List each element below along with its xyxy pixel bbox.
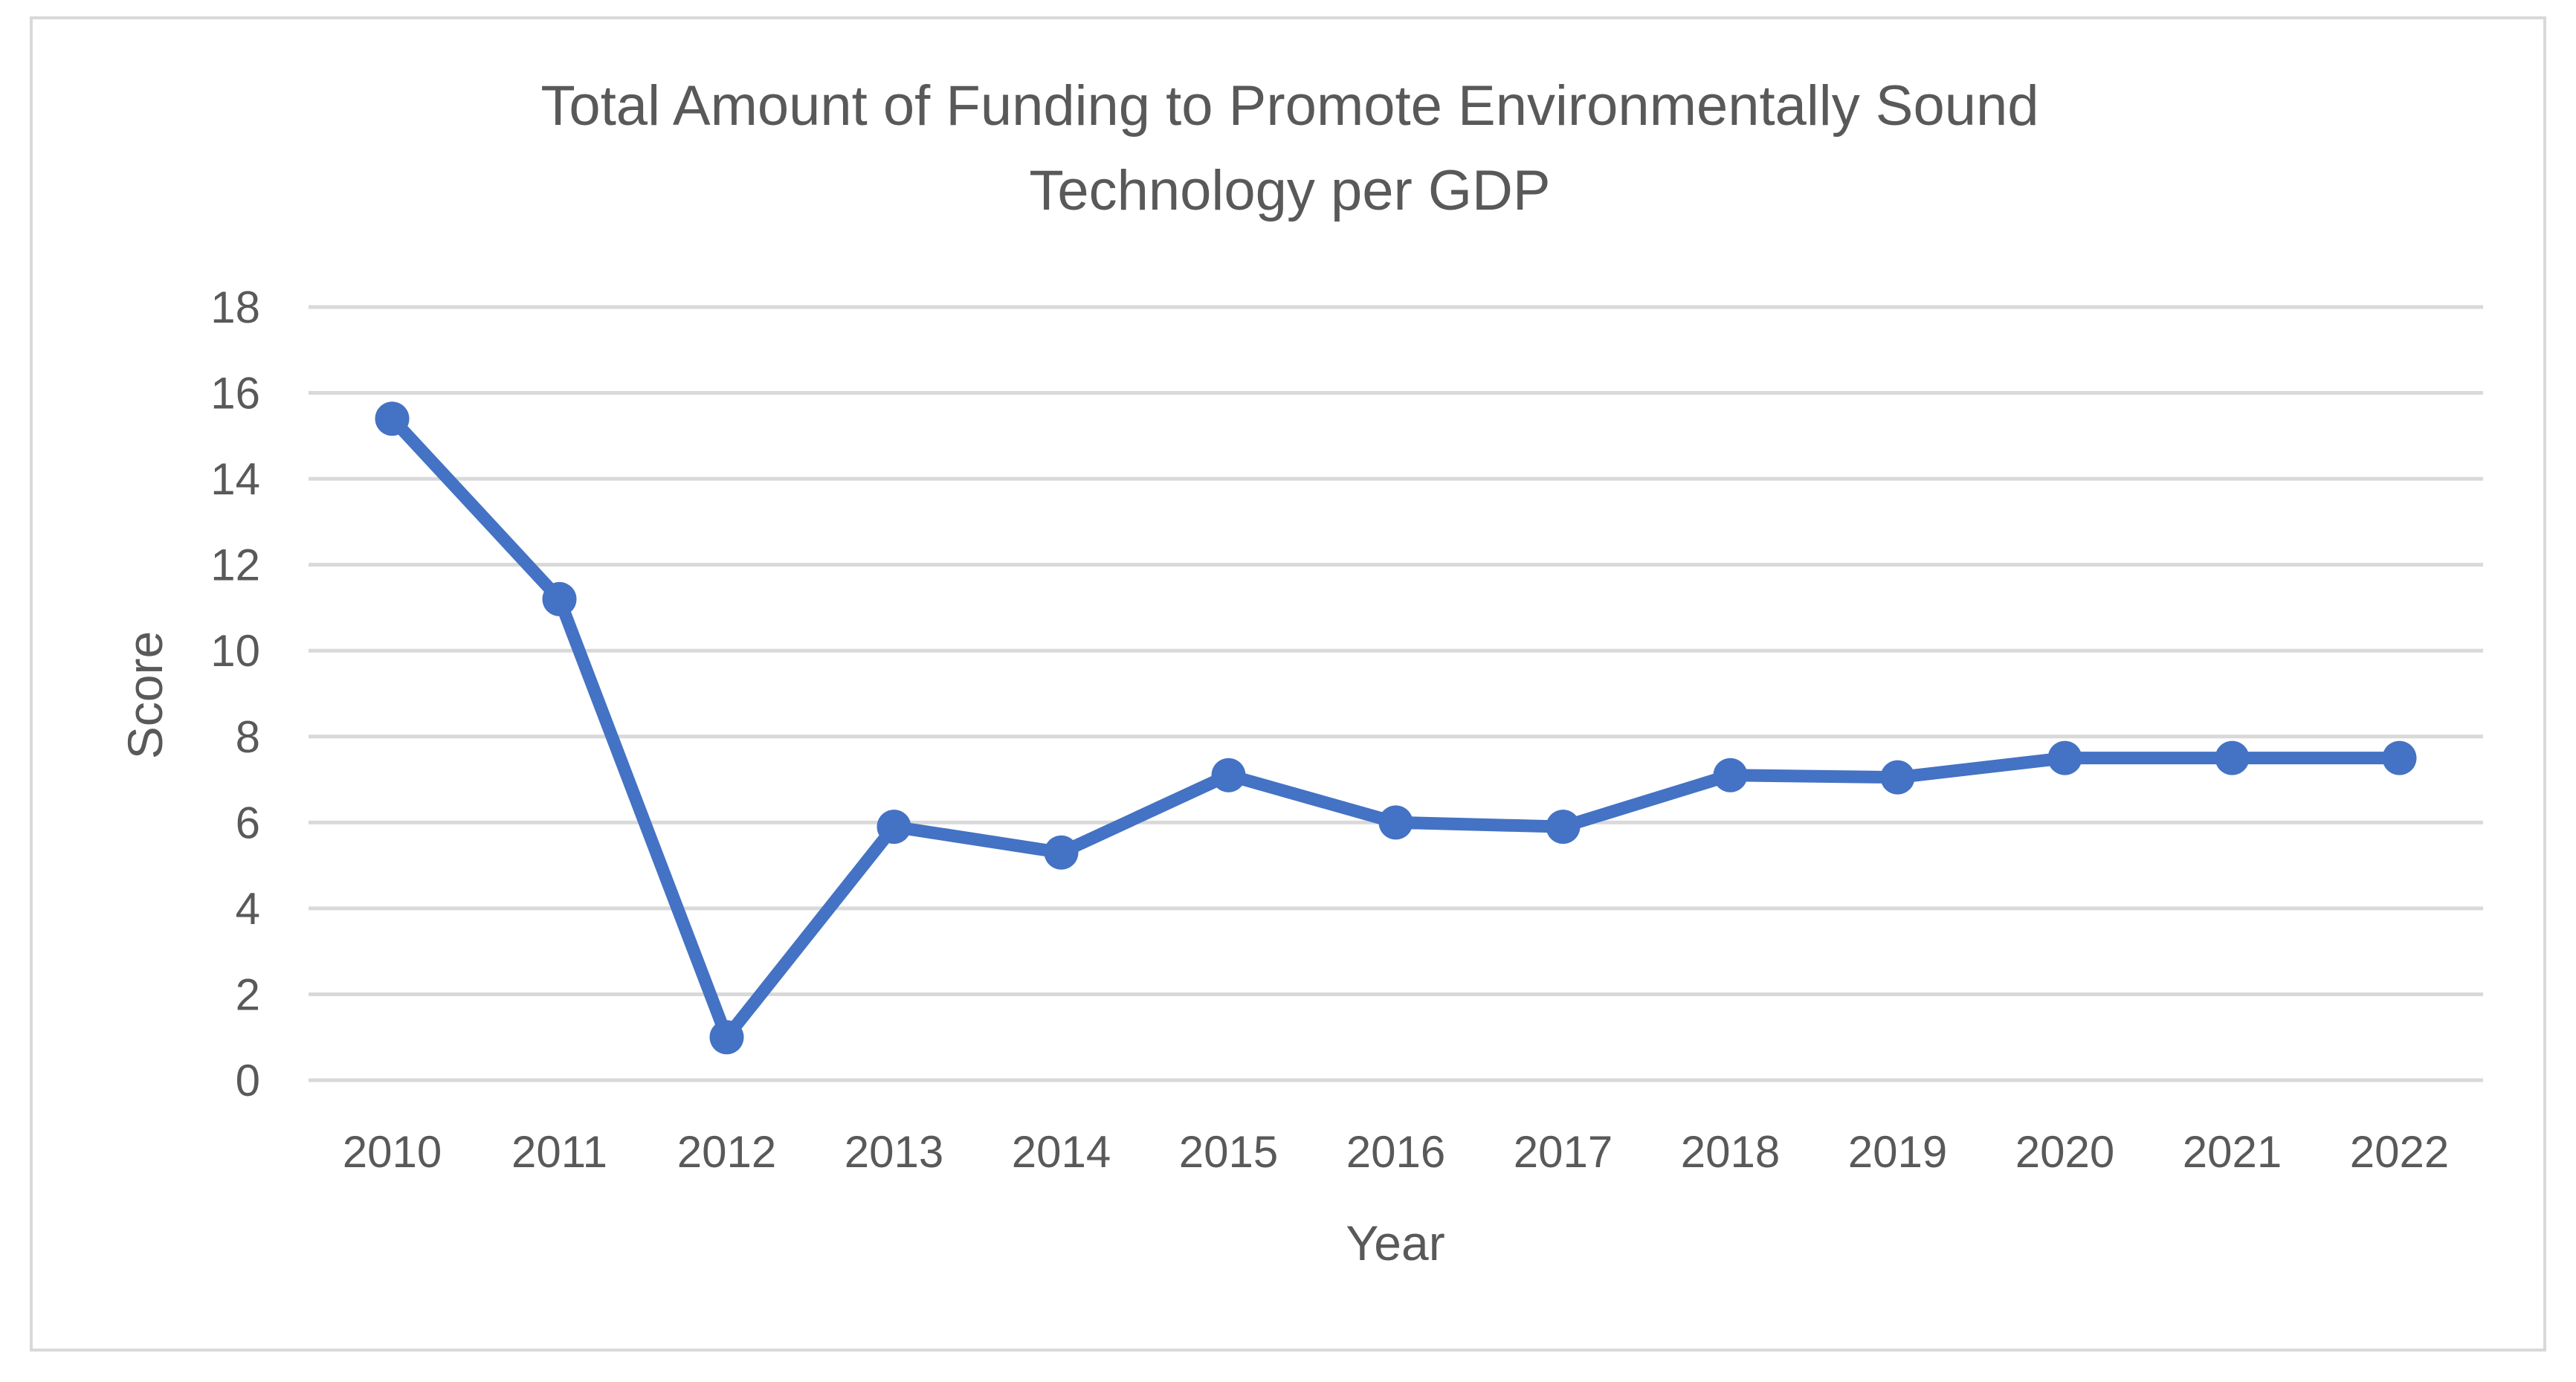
data-point: [877, 810, 911, 845]
y-tick-label: 10: [210, 626, 260, 676]
chart-frame: [30, 16, 2546, 1352]
x-tick-label: 2014: [1012, 1127, 1111, 1177]
x-tick-label: 2015: [1179, 1127, 1278, 1177]
series-line: [386, 412, 2406, 1044]
x-tick-label: 2018: [1681, 1127, 1780, 1177]
y-tick-label: 0: [236, 1056, 260, 1105]
y-tick-label: 6: [236, 798, 260, 847]
series-layer: [375, 401, 2417, 1055]
y-tick-label: 16: [210, 369, 260, 419]
data-point: [542, 581, 577, 616]
y-tick-label: 12: [210, 540, 260, 590]
data-point: [1713, 758, 1748, 792]
x-axis-ticks: 2010 2011 2012 2013 2014 2015 2016 2017 2018 2019…: [343, 1127, 2449, 1177]
data-point: [1044, 835, 1079, 870]
x-tick-label: 2016: [1346, 1127, 1445, 1177]
x-tick-label: 2019: [1848, 1127, 1947, 1177]
data-point: [1378, 805, 1413, 840]
data-point: [709, 1020, 744, 1055]
x-tick-label: 2012: [677, 1127, 776, 1177]
x-tick-label: 2013: [845, 1127, 943, 1177]
data-point: [2382, 740, 2417, 775]
data-point: [2047, 740, 2082, 775]
data-point: [375, 401, 410, 436]
y-tick-label: 4: [236, 884, 260, 934]
x-axis-title: Year: [1346, 1215, 1444, 1270]
x-tick-label: 2021: [2183, 1127, 2282, 1177]
chart-title: Total Amount of Funding to Promote Envir…: [540, 74, 2038, 222]
gridlines: [309, 305, 2483, 1082]
x-tick-label: 2020: [2015, 1127, 2114, 1177]
data-point: [2215, 740, 2250, 775]
y-axis-ticks: 0 2 4 6 8 10 12 14 16 18: [210, 282, 260, 1105]
data-point: [1546, 810, 1581, 845]
y-tick-label: 18: [210, 282, 260, 332]
y-tick-label: 14: [210, 454, 260, 504]
y-tick-label: 8: [236, 712, 260, 762]
data-point: [1880, 760, 1915, 795]
data-point: [1211, 758, 1246, 792]
x-tick-label: 2022: [2350, 1127, 2449, 1177]
chart-title-line-2: Technology per GDP: [1029, 159, 1550, 222]
x-tick-label: 2017: [1514, 1127, 1613, 1177]
chart-title-line-1: Total Amount of Funding to Promote Envir…: [540, 74, 2038, 138]
x-tick-label: 2010: [343, 1127, 442, 1177]
x-tick-label: 2011: [511, 1127, 607, 1177]
y-axis-title: Score: [117, 631, 172, 759]
y-tick-label: 2: [236, 969, 260, 1019]
